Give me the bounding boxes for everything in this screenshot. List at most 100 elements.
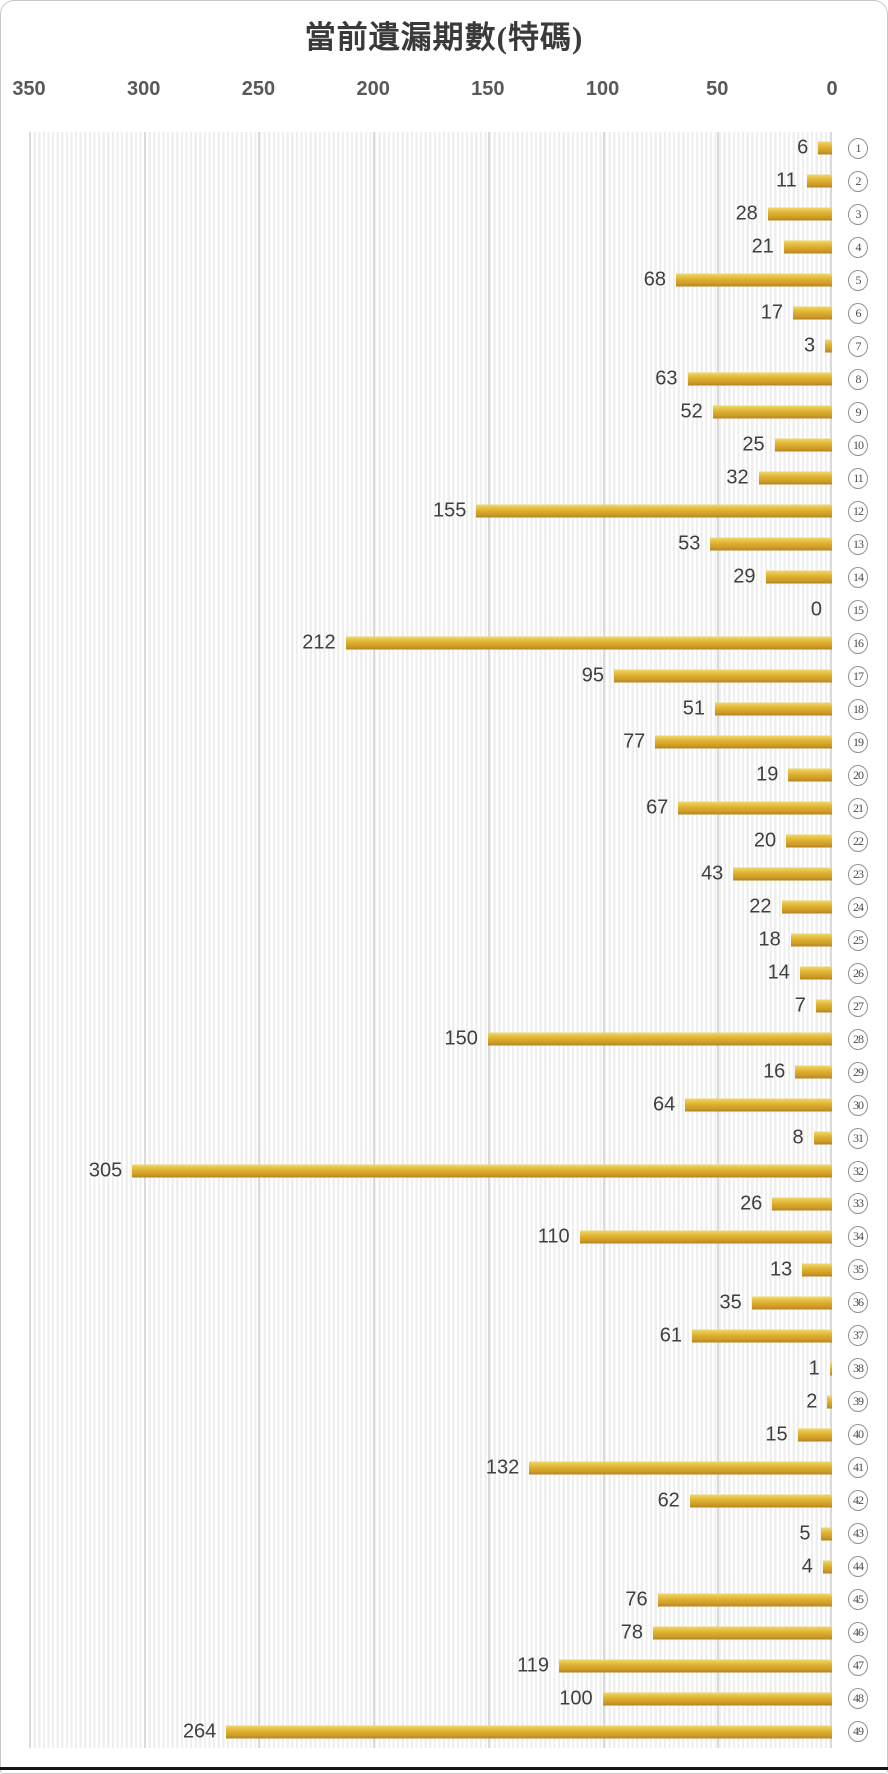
bar <box>689 1494 832 1508</box>
bar-value-label: 51 <box>682 697 705 720</box>
bar-row: 67 <box>29 792 832 825</box>
bar-row: 78 <box>29 1616 832 1649</box>
category-item: 3 <box>844 198 872 231</box>
category-item: 33 <box>844 1188 872 1221</box>
bar <box>712 405 832 419</box>
bar <box>751 1296 832 1310</box>
category-circled-number: 9 <box>848 401 868 423</box>
category-circled-number: 46 <box>848 1622 868 1644</box>
bar-row: 77 <box>29 726 832 759</box>
bar-value-label: 305 <box>88 1159 123 1182</box>
bar-row: 14 <box>29 957 832 990</box>
category-circled-number: 29 <box>848 1061 868 1083</box>
bar <box>822 1560 832 1574</box>
category-item: 23 <box>844 858 872 891</box>
category-item: 21 <box>844 792 872 825</box>
gridline <box>487 132 490 1748</box>
bar-row: 63 <box>29 363 832 396</box>
category-item: 28 <box>844 1023 872 1056</box>
gridline <box>373 132 376 1748</box>
category-circled-number: 45 <box>848 1589 868 1611</box>
category-circled-number: 25 <box>848 929 868 951</box>
axis-tick-label: 100 <box>585 78 620 100</box>
bar <box>767 207 832 221</box>
bar-value-label: 64 <box>652 1093 676 1116</box>
category-item: 22 <box>844 825 872 858</box>
bar <box>226 1725 832 1739</box>
bar <box>733 867 832 881</box>
bar <box>685 1098 832 1112</box>
bar-value-label: 67 <box>646 796 669 819</box>
bar-row: 0 <box>29 594 832 627</box>
category-item: 17 <box>844 660 872 693</box>
bar-value-label: 32 <box>726 466 749 489</box>
category-item: 6 <box>844 297 872 330</box>
category-item: 9 <box>844 396 872 429</box>
category-circled-number: 5 <box>848 269 868 291</box>
bar <box>715 702 832 716</box>
bar-value-label: 0 <box>810 598 822 621</box>
category-circled-number: 27 <box>848 995 868 1017</box>
bar-value-label: 8 <box>792 1126 804 1149</box>
category-item: 18 <box>844 693 872 726</box>
bar-row: 4 <box>29 1550 832 1583</box>
category-circled-number: 18 <box>848 698 868 720</box>
bar <box>529 1461 832 1475</box>
bar-row: 6 <box>29 132 832 165</box>
category-circled-number: 1 <box>848 137 868 159</box>
bar <box>559 1659 832 1673</box>
window-bottom-edge <box>0 1767 888 1770</box>
bar-row: 29 <box>29 561 832 594</box>
bar <box>765 570 832 584</box>
category-item: 24 <box>844 891 872 924</box>
bar-row: 15 <box>29 1418 832 1451</box>
category-circled-number: 28 <box>848 1028 868 1050</box>
bar <box>676 273 832 287</box>
category-item: 40 <box>844 1418 872 1451</box>
bar <box>825 339 832 353</box>
category-circled-number: 41 <box>848 1457 868 1479</box>
bar-value-label: 11 <box>776 169 797 192</box>
bar-value-label: 100 <box>559 1687 593 1710</box>
bar-row: 43 <box>29 858 832 891</box>
bar-value-label: 14 <box>767 961 790 984</box>
category-circled-number: 35 <box>848 1259 868 1281</box>
category-circled-number: 3 <box>848 203 868 225</box>
category-circled-number: 19 <box>848 731 868 753</box>
bar-row: 25 <box>29 429 832 462</box>
category-circled-number: 13 <box>848 533 868 555</box>
bar-row: 53 <box>29 528 832 561</box>
bar-value-label: 63 <box>655 367 678 390</box>
bar-row: 212 <box>29 627 832 660</box>
category-item: 7 <box>844 330 872 363</box>
category-item: 11 <box>844 462 872 495</box>
bar-row: 28 <box>29 198 832 231</box>
bar <box>797 1428 832 1442</box>
category-item: 30 <box>844 1089 872 1122</box>
bar <box>602 1692 832 1706</box>
category-circled-number: 39 <box>848 1391 868 1413</box>
category-item: 13 <box>844 528 872 561</box>
category-item: 36 <box>844 1286 872 1319</box>
category-circled-number: 34 <box>848 1226 868 1248</box>
bar-value-label: 5 <box>799 1522 811 1545</box>
bar-row: 26 <box>29 1188 832 1221</box>
bar-value-label: 95 <box>581 664 604 687</box>
bar <box>783 240 832 254</box>
bar <box>774 438 832 452</box>
bar-row: 95 <box>29 660 832 693</box>
category-item: 20 <box>844 759 872 792</box>
category-circled-number: 20 <box>848 764 868 786</box>
category-item: 10 <box>844 429 872 462</box>
bar-value-label: 7 <box>794 994 806 1017</box>
category-circled-number: 36 <box>848 1292 868 1314</box>
category-circled-number: 14 <box>848 566 868 588</box>
category-circled-number: 33 <box>848 1193 868 1215</box>
category-item: 44 <box>844 1550 872 1583</box>
category-circled-number: 40 <box>848 1424 868 1446</box>
category-circled-number: 49 <box>848 1721 868 1743</box>
category-circled-number: 26 <box>848 962 868 984</box>
bar <box>795 1065 832 1079</box>
category-column: 1 2 3 4 5 6 7 8 9 10 11 12 13 14 15 16 17 18 19 20 21 22 23 24 2… <box>844 132 872 1748</box>
category-item: 19 <box>844 726 872 759</box>
